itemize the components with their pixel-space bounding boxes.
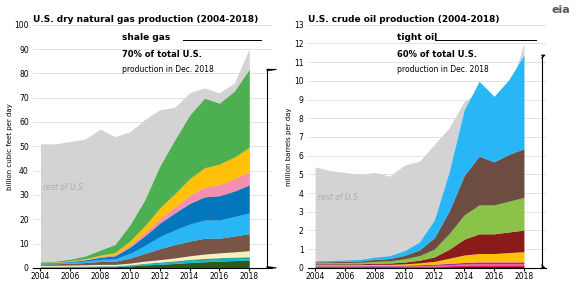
Text: 70% of total U.S.: 70% of total U.S. [123, 50, 202, 59]
Text: U.S. dry natural gas production (2004-2018): U.S. dry natural gas production (2004-20… [33, 15, 258, 24]
Y-axis label: billion cubic feet per day: billion cubic feet per day [7, 103, 13, 190]
Text: 60% of total U.S.: 60% of total U.S. [397, 50, 477, 59]
Text: rest of U.S.: rest of U.S. [43, 183, 86, 192]
Text: U.S. crude oil production (2004-2018): U.S. crude oil production (2004-2018) [308, 15, 499, 24]
Text: production in Dec. 2018: production in Dec. 2018 [123, 65, 214, 74]
Text: eia: eia [551, 5, 570, 15]
Text: shale gas: shale gas [123, 33, 170, 43]
Y-axis label: million barrels per day: million barrels per day [286, 107, 293, 185]
Text: rest of U.S.: rest of U.S. [318, 193, 360, 202]
Text: tight oil: tight oil [397, 33, 437, 43]
Text: production in Dec. 2018: production in Dec. 2018 [397, 65, 489, 74]
